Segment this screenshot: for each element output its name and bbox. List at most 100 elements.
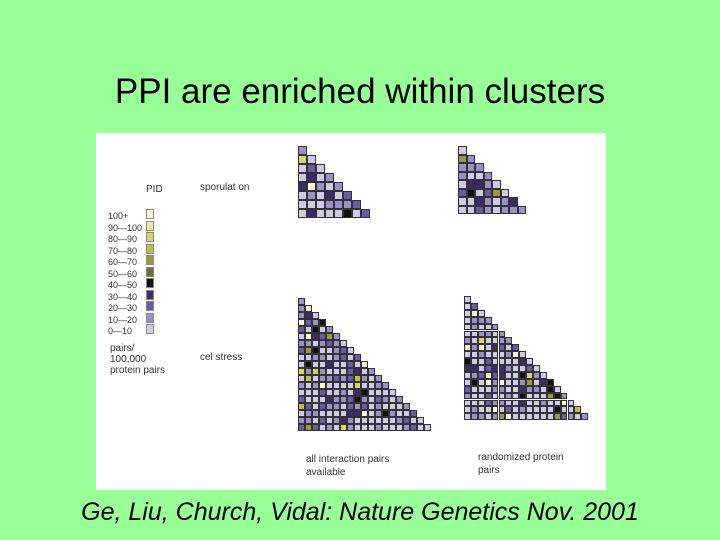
heatmap-cell (574, 413, 582, 421)
legend-label: 10—20 (108, 314, 138, 325)
heatmap-cell (375, 410, 382, 417)
heatmap-cell (326, 389, 333, 396)
heatmap-cell (491, 406, 499, 414)
heatmap-cell (464, 385, 471, 393)
heatmap-cell (512, 371, 520, 379)
heatmap-cell (519, 365, 527, 372)
heatmap-cell (312, 424, 319, 431)
heatmap-cell (298, 173, 307, 182)
heatmap-cell (477, 392, 485, 400)
heatmap-cell (389, 424, 396, 431)
heatmap-cell (347, 410, 354, 417)
heatmap-cell (340, 340, 347, 347)
heatmap-cell (298, 347, 305, 354)
heatmap-cell (470, 309, 478, 317)
heatmap-cell (298, 368, 305, 375)
heatmap-cell (464, 371, 471, 379)
heatmap-cell (305, 326, 312, 333)
heatmap-cell (333, 417, 340, 424)
heatmap-cell (560, 413, 568, 421)
heatmap-cell (512, 385, 520, 393)
heatmap-cell (326, 417, 333, 424)
heatmap-cell (533, 371, 540, 379)
heatmap-cell (498, 392, 506, 400)
heatmap-cell (403, 424, 410, 431)
legend-swatch (146, 312, 154, 323)
heatmap-cell (539, 399, 547, 407)
heatmap-cell (396, 417, 403, 424)
heatmap-cell (498, 330, 506, 338)
heatmap-cell (539, 371, 547, 379)
heatmap-cell (319, 403, 326, 410)
heatmap-cell (458, 205, 467, 214)
heatmap-cell (319, 417, 326, 424)
heatmap-cell (307, 155, 316, 164)
heatmap-cell (347, 347, 354, 354)
heatmap-cell (325, 191, 334, 200)
heatmap-cell (470, 413, 478, 421)
heatmap-cell (319, 333, 326, 340)
heatmap-cell (567, 399, 575, 407)
heatmap-cell (470, 399, 478, 407)
heatmap-cell (354, 410, 361, 417)
heatmap-cell (505, 378, 513, 386)
heatmap-cell (326, 354, 333, 361)
heatmap-cell (498, 378, 506, 386)
heatmap-cell (354, 417, 361, 424)
heatmap-cell (519, 358, 527, 365)
heatmap-cell (464, 365, 471, 372)
heatmap-cell (319, 424, 326, 431)
heatmap-cell (340, 382, 347, 389)
heatmap-cell (470, 392, 478, 400)
legend-label: 20—30 (108, 303, 138, 313)
heatmap-cell (546, 406, 554, 414)
heatmap-cell (325, 200, 334, 209)
heatmap-cell (305, 354, 312, 361)
heatmap-cell (361, 424, 368, 431)
heatmap-cell (519, 399, 527, 407)
heatmap-cell (298, 182, 307, 191)
heatmap-cell (491, 399, 499, 407)
heatmap-cell (581, 413, 589, 421)
heatmap-cell (546, 378, 554, 386)
row-label-cell-stress: cel stress (200, 352, 243, 363)
heatmap-cell (464, 330, 471, 338)
heatmap-cell (334, 191, 343, 200)
heatmap-cell (312, 375, 319, 382)
heatmap-cell (498, 371, 506, 379)
heatmap-cell (464, 351, 471, 359)
heatmap-cell (519, 413, 527, 421)
heatmap-cell (491, 344, 499, 352)
heatmap-cell (340, 424, 347, 431)
heatmap-cell (352, 209, 361, 218)
row-label-sporulation: sporulat on (200, 182, 250, 193)
heatmap-cell (466, 180, 475, 189)
heatmap-cell (326, 382, 333, 389)
heatmap-cell (475, 197, 484, 206)
heatmap-cell (354, 368, 361, 375)
heatmap-cell (509, 205, 518, 214)
heatmap-cell (312, 382, 319, 389)
heatmap-cell (307, 164, 316, 173)
heatmap-cell (410, 424, 417, 431)
heatmap-cell (464, 296, 471, 303)
heatmap-cell (319, 354, 326, 361)
heatmap-cell (505, 392, 513, 400)
heatmap-cell (382, 424, 389, 431)
heatmap-cell (298, 396, 305, 403)
heatmap-cell (325, 209, 334, 218)
heatmap-cell (333, 410, 340, 417)
heatmap-cell (368, 396, 375, 403)
slide-title: PPI are enriched within clusters (114, 72, 606, 111)
heatmap-cell (470, 358, 478, 365)
heatmap-cell (334, 200, 343, 209)
heatmap-cell (298, 305, 305, 312)
citation-caption: Ge, Liu, Church, Vidal: Nature Genetics … (81, 498, 639, 526)
heatmap-cell (347, 354, 354, 361)
heatmap-cell (305, 312, 312, 319)
heatmap-cell (539, 378, 547, 386)
heatmap-cell (307, 209, 316, 218)
heatmap-cell (519, 351, 527, 359)
heatmap-cell (512, 351, 520, 359)
heatmap-cell (533, 385, 540, 393)
